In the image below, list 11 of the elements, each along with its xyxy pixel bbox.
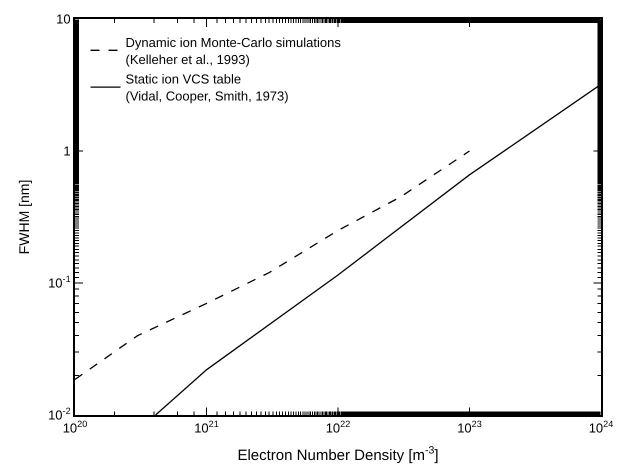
x-tick-label: 10$^{24}$ [588,418,614,436]
x-tick-label: 10$^{22}$ [326,418,350,436]
y-tick-label: 10 [56,12,71,27]
x-tick-label: 10$^{21}$ [194,418,219,436]
y-tick-label: 10$^{-1}$ [48,274,71,291]
y-axis-title: FWHM [nm] [16,180,32,254]
x-axis-title: Electron Number Density [m$^{-3}$] [237,444,439,464]
x-tick-label: 10$^{23}$ [457,418,482,436]
legend-label: Static ion VCS table (Vidal, Cooper, Smith, 1973) [126,72,289,104]
y-tick-label: 1 [63,144,71,159]
legend-label: Dynamic ion Monte-Carlo simulations (Kelleher et al., 1993) [126,34,342,67]
